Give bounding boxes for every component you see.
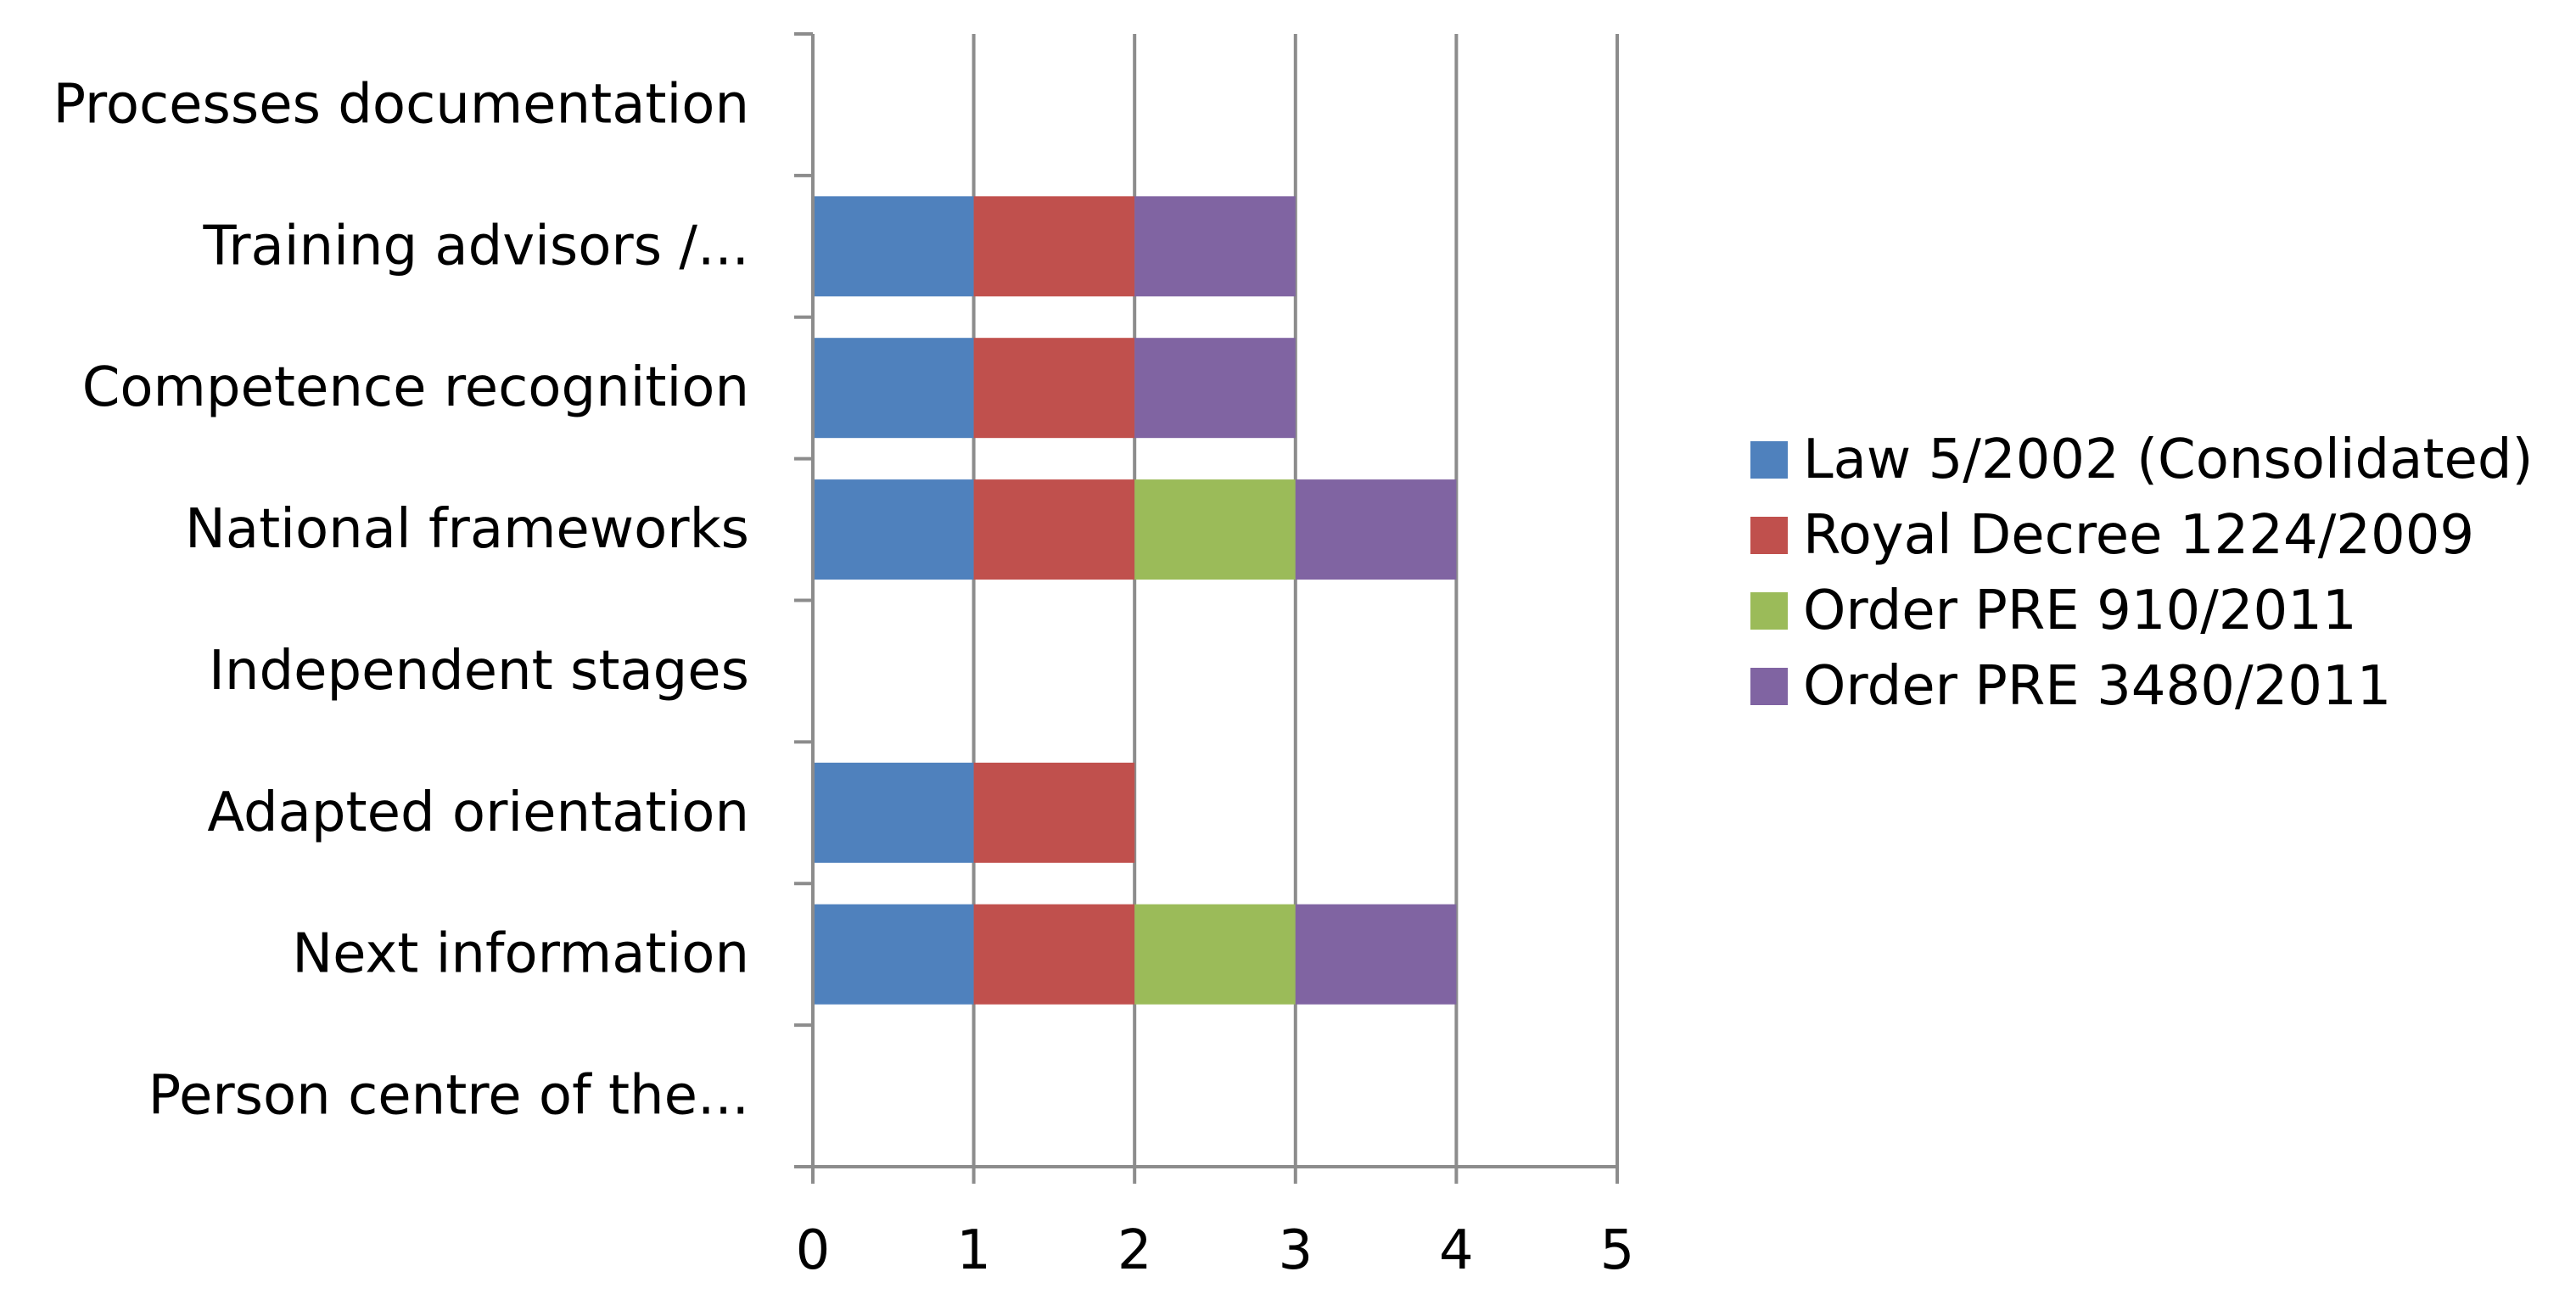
x-tick-label: 3 bbox=[1278, 1219, 1313, 1282]
bar-segment bbox=[973, 479, 1135, 580]
bar-segment bbox=[1134, 904, 1296, 1005]
bar-segment bbox=[973, 762, 1135, 863]
bar-segment bbox=[813, 196, 974, 297]
x-tick-label: 0 bbox=[796, 1219, 831, 1282]
category-label: National frameworks bbox=[185, 498, 749, 561]
category-label: Processes documentation bbox=[53, 73, 749, 136]
legend-label: Order PRE 910/2011 bbox=[1803, 580, 2357, 642]
legend-label: Order PRE 3480/2011 bbox=[1803, 655, 2391, 718]
bars bbox=[813, 196, 1457, 1005]
category-labels: Person centre of the... Next information A… bbox=[53, 73, 749, 1127]
x-tick-label: 5 bbox=[1600, 1219, 1635, 1282]
bar-segment bbox=[1134, 479, 1296, 580]
legend-label: Royal Decree 1224/2009 bbox=[1803, 504, 2474, 567]
bar-segment bbox=[1134, 196, 1296, 297]
x-tick-label: 2 bbox=[1117, 1219, 1152, 1282]
x-tick-labels: 0 1 2 3 4 5 bbox=[796, 1219, 1635, 1282]
bar-segment bbox=[813, 479, 974, 580]
bar-segment bbox=[813, 338, 974, 439]
bar-segment bbox=[1295, 479, 1457, 580]
bar-segment bbox=[973, 904, 1135, 1005]
legend-swatch bbox=[1750, 441, 1788, 479]
bar-segment bbox=[973, 338, 1135, 439]
category-label: Training advisors /... bbox=[203, 215, 749, 277]
category-label: Person centre of the... bbox=[148, 1065, 749, 1128]
category-label: Independent stages bbox=[209, 640, 749, 703]
legend-swatch bbox=[1750, 668, 1788, 705]
bar-segment bbox=[1134, 338, 1296, 439]
legend: Law 5/2002 (Consolidated) Royal Decree 12… bbox=[1750, 429, 2533, 718]
legend-swatch bbox=[1750, 517, 1788, 554]
bar-segment bbox=[1295, 904, 1457, 1005]
category-label: Next information bbox=[292, 923, 749, 986]
legend-label: Law 5/2002 (Consolidated) bbox=[1803, 429, 2533, 491]
category-label: Competence recognition bbox=[82, 356, 749, 419]
bar-segment bbox=[813, 904, 974, 1005]
category-label: Adapted orientation bbox=[207, 781, 749, 844]
x-tick-label: 4 bbox=[1439, 1219, 1474, 1282]
axes bbox=[794, 32, 1619, 1184]
x-tick-label: 1 bbox=[956, 1219, 991, 1282]
bar-segment bbox=[973, 196, 1135, 297]
legend-swatch bbox=[1750, 592, 1788, 630]
bar-segment bbox=[813, 762, 974, 863]
